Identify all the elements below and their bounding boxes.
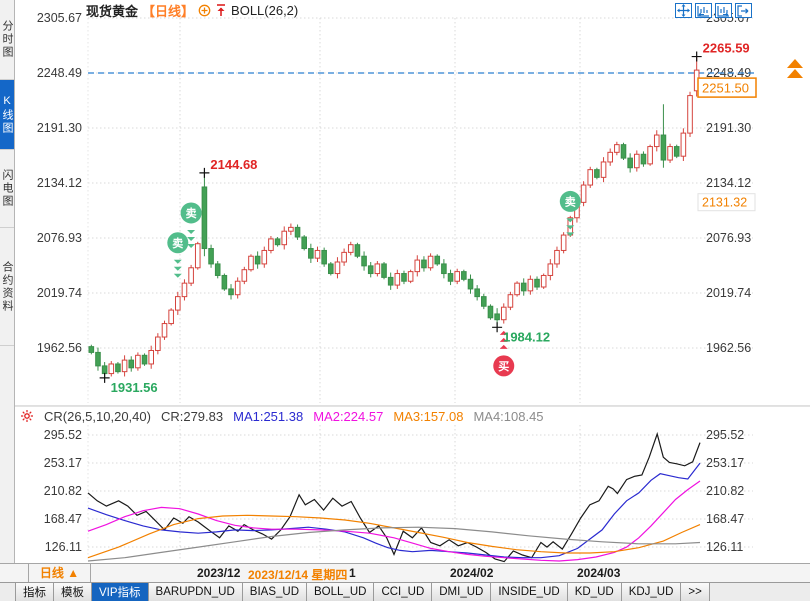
indicator-axis-right-label: 126.11: [706, 540, 743, 554]
extreme-cross-marker: [99, 372, 110, 383]
indicator-settings-icon[interactable]: [20, 409, 34, 423]
price-axis-left-label: 2019.74: [37, 286, 82, 300]
period-dropdown-button[interactable]: 日线 ▲: [28, 564, 91, 582]
indicator-ma3-value: MA3:157.08: [393, 408, 464, 424]
chart-toolbar: [675, 3, 752, 18]
indicator-axis-right-label: 210.82: [706, 484, 744, 498]
indicator-line-cr: [87, 431, 701, 563]
price-axis-right-label: 1962.56: [706, 341, 751, 355]
exit-view-icon[interactable]: [735, 3, 752, 18]
price-annotation: 1984.12: [503, 329, 550, 344]
price-annotation: 1931.56: [111, 380, 158, 395]
chart-title: 现货黄金 【日线】 BOLL(26,2): [86, 1, 298, 19]
extreme-cross-marker: [691, 51, 702, 62]
rail-item-flash-chart[interactable]: 闪电图: [0, 150, 14, 228]
instrument-name: 现货黄金: [86, 3, 139, 19]
bottom-tab-4[interactable]: BIAS_UD: [242, 583, 308, 601]
indicator-line-ma3: [87, 514, 701, 559]
indicator-ma4-value: MA4:108.45: [473, 408, 544, 424]
current-price-tag: [697, 77, 757, 98]
indicator-line-ma4: [87, 526, 701, 562]
left-rail: 分时图 K线图 闪电图 合约资料: [0, 0, 15, 563]
tabs-spacer: [0, 583, 16, 601]
rail-item-contract-info[interactable]: 合约资料: [0, 228, 14, 346]
bottom-tab-6[interactable]: CCI_UD: [374, 583, 433, 601]
indicator-axis-left-label: 168.47: [44, 512, 82, 526]
sell-signal-badge: [559, 190, 581, 212]
svg-text:2131.32: 2131.32: [702, 196, 747, 210]
indicator-axis-right-label: 295.52: [706, 428, 744, 442]
indicator-axis-right-label: 253.17: [706, 456, 744, 470]
rail-item-time-chart[interactable]: 分时图: [0, 0, 14, 80]
bottom-tab-3[interactable]: BARUPDN_UD: [148, 583, 243, 601]
price-axis-right-label: 2134.12: [706, 176, 751, 190]
bottom-tab-9[interactable]: KD_UD: [567, 583, 622, 601]
svg-text:买: 买: [498, 360, 509, 373]
buy-signal-badge: [493, 355, 515, 377]
indicator-axis-left-label: 253.17: [44, 456, 82, 470]
price-axis-left-label: 2134.12: [37, 176, 82, 190]
price-axis-right-label: 2019.74: [706, 286, 751, 300]
bottom-tabs-bar: 指标 模板 VIP指标 BARUPDN_UD BIAS_UD BOLL_UD CCI_UD D…: [0, 582, 810, 601]
indicator-cr-value: CR:279.83: [160, 408, 224, 424]
time-label-4: 2024/03: [577, 566, 621, 580]
indicator-axis-left-label: 126.11: [45, 540, 82, 554]
price-axis-right-label: 2076.93: [706, 231, 751, 245]
svg-text:卖: 卖: [172, 236, 183, 250]
time-axis-bar: 日线 ▲ 2023/12 2023/12/14 星期四 1 2024/02 2024/0…: [0, 563, 810, 582]
extreme-cross-marker: [199, 167, 210, 178]
bottom-tab-1[interactable]: 模板: [54, 583, 92, 601]
svg-text:2251.50: 2251.50: [702, 81, 749, 96]
time-label-2: 1: [349, 566, 356, 580]
indicator-header: CR(26,5,10,20,40) CR:279.83 MA1:251.38 M…: [15, 406, 810, 425]
bottom-tab-11[interactable]: >>: [681, 583, 710, 601]
indicator-axis-left-label: 210.82: [44, 484, 82, 498]
time-label-0: 2023/12: [197, 566, 241, 580]
time-label-1: 2023/12/14 星期四: [248, 568, 348, 582]
indicator-ma2-value: MA2:224.57: [313, 408, 384, 424]
indicator-line-ma2: [87, 480, 701, 562]
fit-left-axis-icon[interactable]: [695, 3, 712, 18]
price-axis-right-label: 2191.30: [706, 121, 751, 135]
circle-plus-icon[interactable]: [198, 4, 211, 17]
svg-text:卖: 卖: [186, 206, 197, 220]
arrow-up-from-bar-icon[interactable]: [215, 3, 227, 17]
rail-item-kline-chart[interactable]: K线图: [0, 80, 14, 150]
scroll-to-latest-icon[interactable]: [787, 69, 803, 78]
bottom-tab-7[interactable]: DMI_UD: [432, 583, 492, 601]
price-axis-left-label: 2191.30: [37, 121, 82, 135]
bottom-tab-5[interactable]: BOLL_UD: [307, 583, 375, 601]
bottom-tab-10[interactable]: KDJ_UD: [621, 583, 682, 601]
bottom-tab-0[interactable]: 指标: [16, 583, 54, 601]
price-axis-left-label: 2076.93: [37, 231, 82, 245]
svg-text:卖: 卖: [565, 194, 576, 208]
extreme-cross-marker: [492, 322, 503, 333]
overlay-indicator-label[interactable]: BOLL(26,2): [231, 2, 299, 18]
crosshair-icon[interactable]: [675, 3, 692, 18]
indicator-axis-left-label: 295.52: [44, 428, 82, 442]
sell-signal-badge: [167, 232, 189, 254]
bottom-tab-2[interactable]: VIP指标: [92, 583, 149, 601]
sell-signal-badge: [180, 202, 202, 224]
bottom-tab-8[interactable]: INSIDE_UD: [491, 583, 568, 601]
time-label-3: 2024/02: [450, 566, 494, 580]
price-axis-left-label: 2305.67: [37, 11, 82, 25]
indicator-line-ma1: [87, 462, 701, 559]
price-annotation: 2265.59: [703, 41, 750, 56]
price-axis-left-label: 2248.49: [37, 66, 82, 80]
price-annotation: 2144.68: [210, 157, 257, 172]
period-label[interactable]: 【日线】: [142, 3, 195, 19]
indicator-ma1-value: MA1:251.38: [233, 408, 304, 424]
boll-mid-price-tag: [697, 193, 756, 212]
scroll-to-latest-icon[interactable]: [787, 59, 803, 68]
indicator-name: CR(26,5,10,20,40): [44, 408, 151, 424]
indicator-axis-right-label: 168.47: [706, 512, 744, 526]
fit-right-axis-icon[interactable]: [715, 3, 732, 18]
price-axis-left-label: 1962.56: [37, 341, 82, 355]
